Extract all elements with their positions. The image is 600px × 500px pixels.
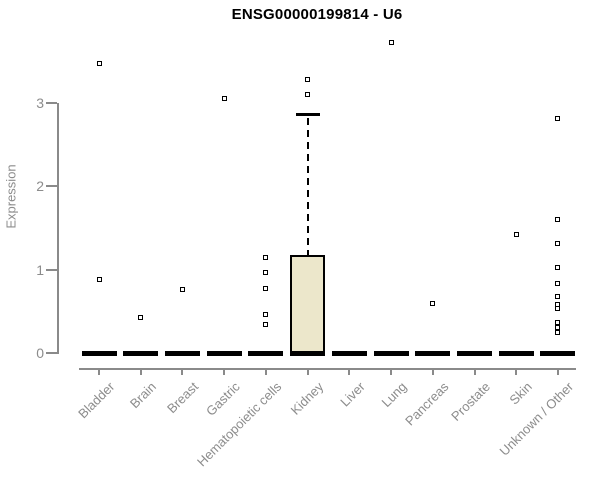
zero-box <box>123 351 159 356</box>
outlier-point <box>305 77 311 83</box>
y-axis-line <box>57 103 59 354</box>
x-axis-label: Brain <box>127 379 160 412</box>
zero-box <box>331 351 367 356</box>
outlier-point <box>305 92 311 98</box>
x-tick <box>98 368 100 375</box>
x-axis-label: Pancreas <box>401 379 452 429</box>
zero-box <box>206 351 242 356</box>
outlier-point <box>555 306 561 312</box>
whisker <box>306 117 309 255</box>
x-axis-label: Skin <box>506 379 535 408</box>
zero-box <box>498 351 534 356</box>
outlier-point <box>263 269 269 275</box>
outlier-point <box>179 287 185 293</box>
whisker-cap <box>295 112 320 116</box>
x-tick <box>264 368 267 375</box>
x-axis-label: Bladder <box>75 379 118 422</box>
x-axis-label: Prostate <box>448 379 494 424</box>
x-axis-label: Liver <box>337 379 368 410</box>
outlier-point <box>555 115 561 121</box>
zero-box <box>373 351 409 356</box>
outlier-point <box>388 39 394 45</box>
outlier-point <box>96 61 102 67</box>
box <box>290 254 326 355</box>
x-tick <box>515 368 518 375</box>
y-axis-label: Expression <box>3 164 19 229</box>
x-tick <box>390 368 393 375</box>
y-tick <box>46 102 57 104</box>
x-tick <box>139 368 142 375</box>
x-axis-label: Lung <box>378 379 410 411</box>
y-tick <box>46 352 57 354</box>
outlier-point <box>221 96 227 102</box>
zero-box <box>415 351 451 356</box>
x-tick <box>431 368 434 375</box>
y-tick <box>46 185 57 188</box>
outlier-point <box>555 324 561 330</box>
x-tick <box>473 368 476 375</box>
chart-title: ENSG00000199814 - U6 <box>231 6 403 23</box>
x-axis-label: Gastric <box>203 379 243 419</box>
outlier-point <box>263 254 269 260</box>
x-tick <box>306 368 309 375</box>
y-tick-label: 1 <box>36 261 44 278</box>
outlier-point <box>555 329 561 335</box>
outlier-point <box>555 280 561 286</box>
outlier-point <box>555 264 561 270</box>
outlier-point <box>555 217 561 223</box>
median-line <box>290 351 326 356</box>
zero-box <box>81 351 117 356</box>
outlier-point <box>555 240 561 246</box>
y-tick-label: 3 <box>36 95 44 111</box>
x-tick <box>556 368 559 375</box>
y-tick-label: 2 <box>36 178 44 195</box>
x-axis-line <box>79 368 576 370</box>
zero-box <box>164 351 200 356</box>
outlier-point <box>263 322 269 328</box>
outlier-point <box>513 232 519 238</box>
y-tick <box>46 268 57 271</box>
outlier-point <box>96 277 102 283</box>
x-tick <box>181 368 184 375</box>
outlier-point <box>263 285 269 291</box>
x-axis-label: Breast <box>163 379 202 417</box>
outlier-point <box>555 319 561 325</box>
y-tick-label: 0 <box>36 345 44 361</box>
zero-box <box>540 351 576 356</box>
outlier-point <box>430 300 436 306</box>
outlier-point <box>138 314 144 320</box>
x-axis-label: Kidney <box>287 379 327 418</box>
x-tick <box>223 368 226 375</box>
x-tick <box>348 368 351 375</box>
outlier-point <box>263 312 269 318</box>
x-axis-label: Unknown / Other <box>497 379 577 459</box>
zero-box <box>457 351 493 356</box>
zero-box <box>248 351 284 356</box>
outlier-point <box>555 293 561 299</box>
